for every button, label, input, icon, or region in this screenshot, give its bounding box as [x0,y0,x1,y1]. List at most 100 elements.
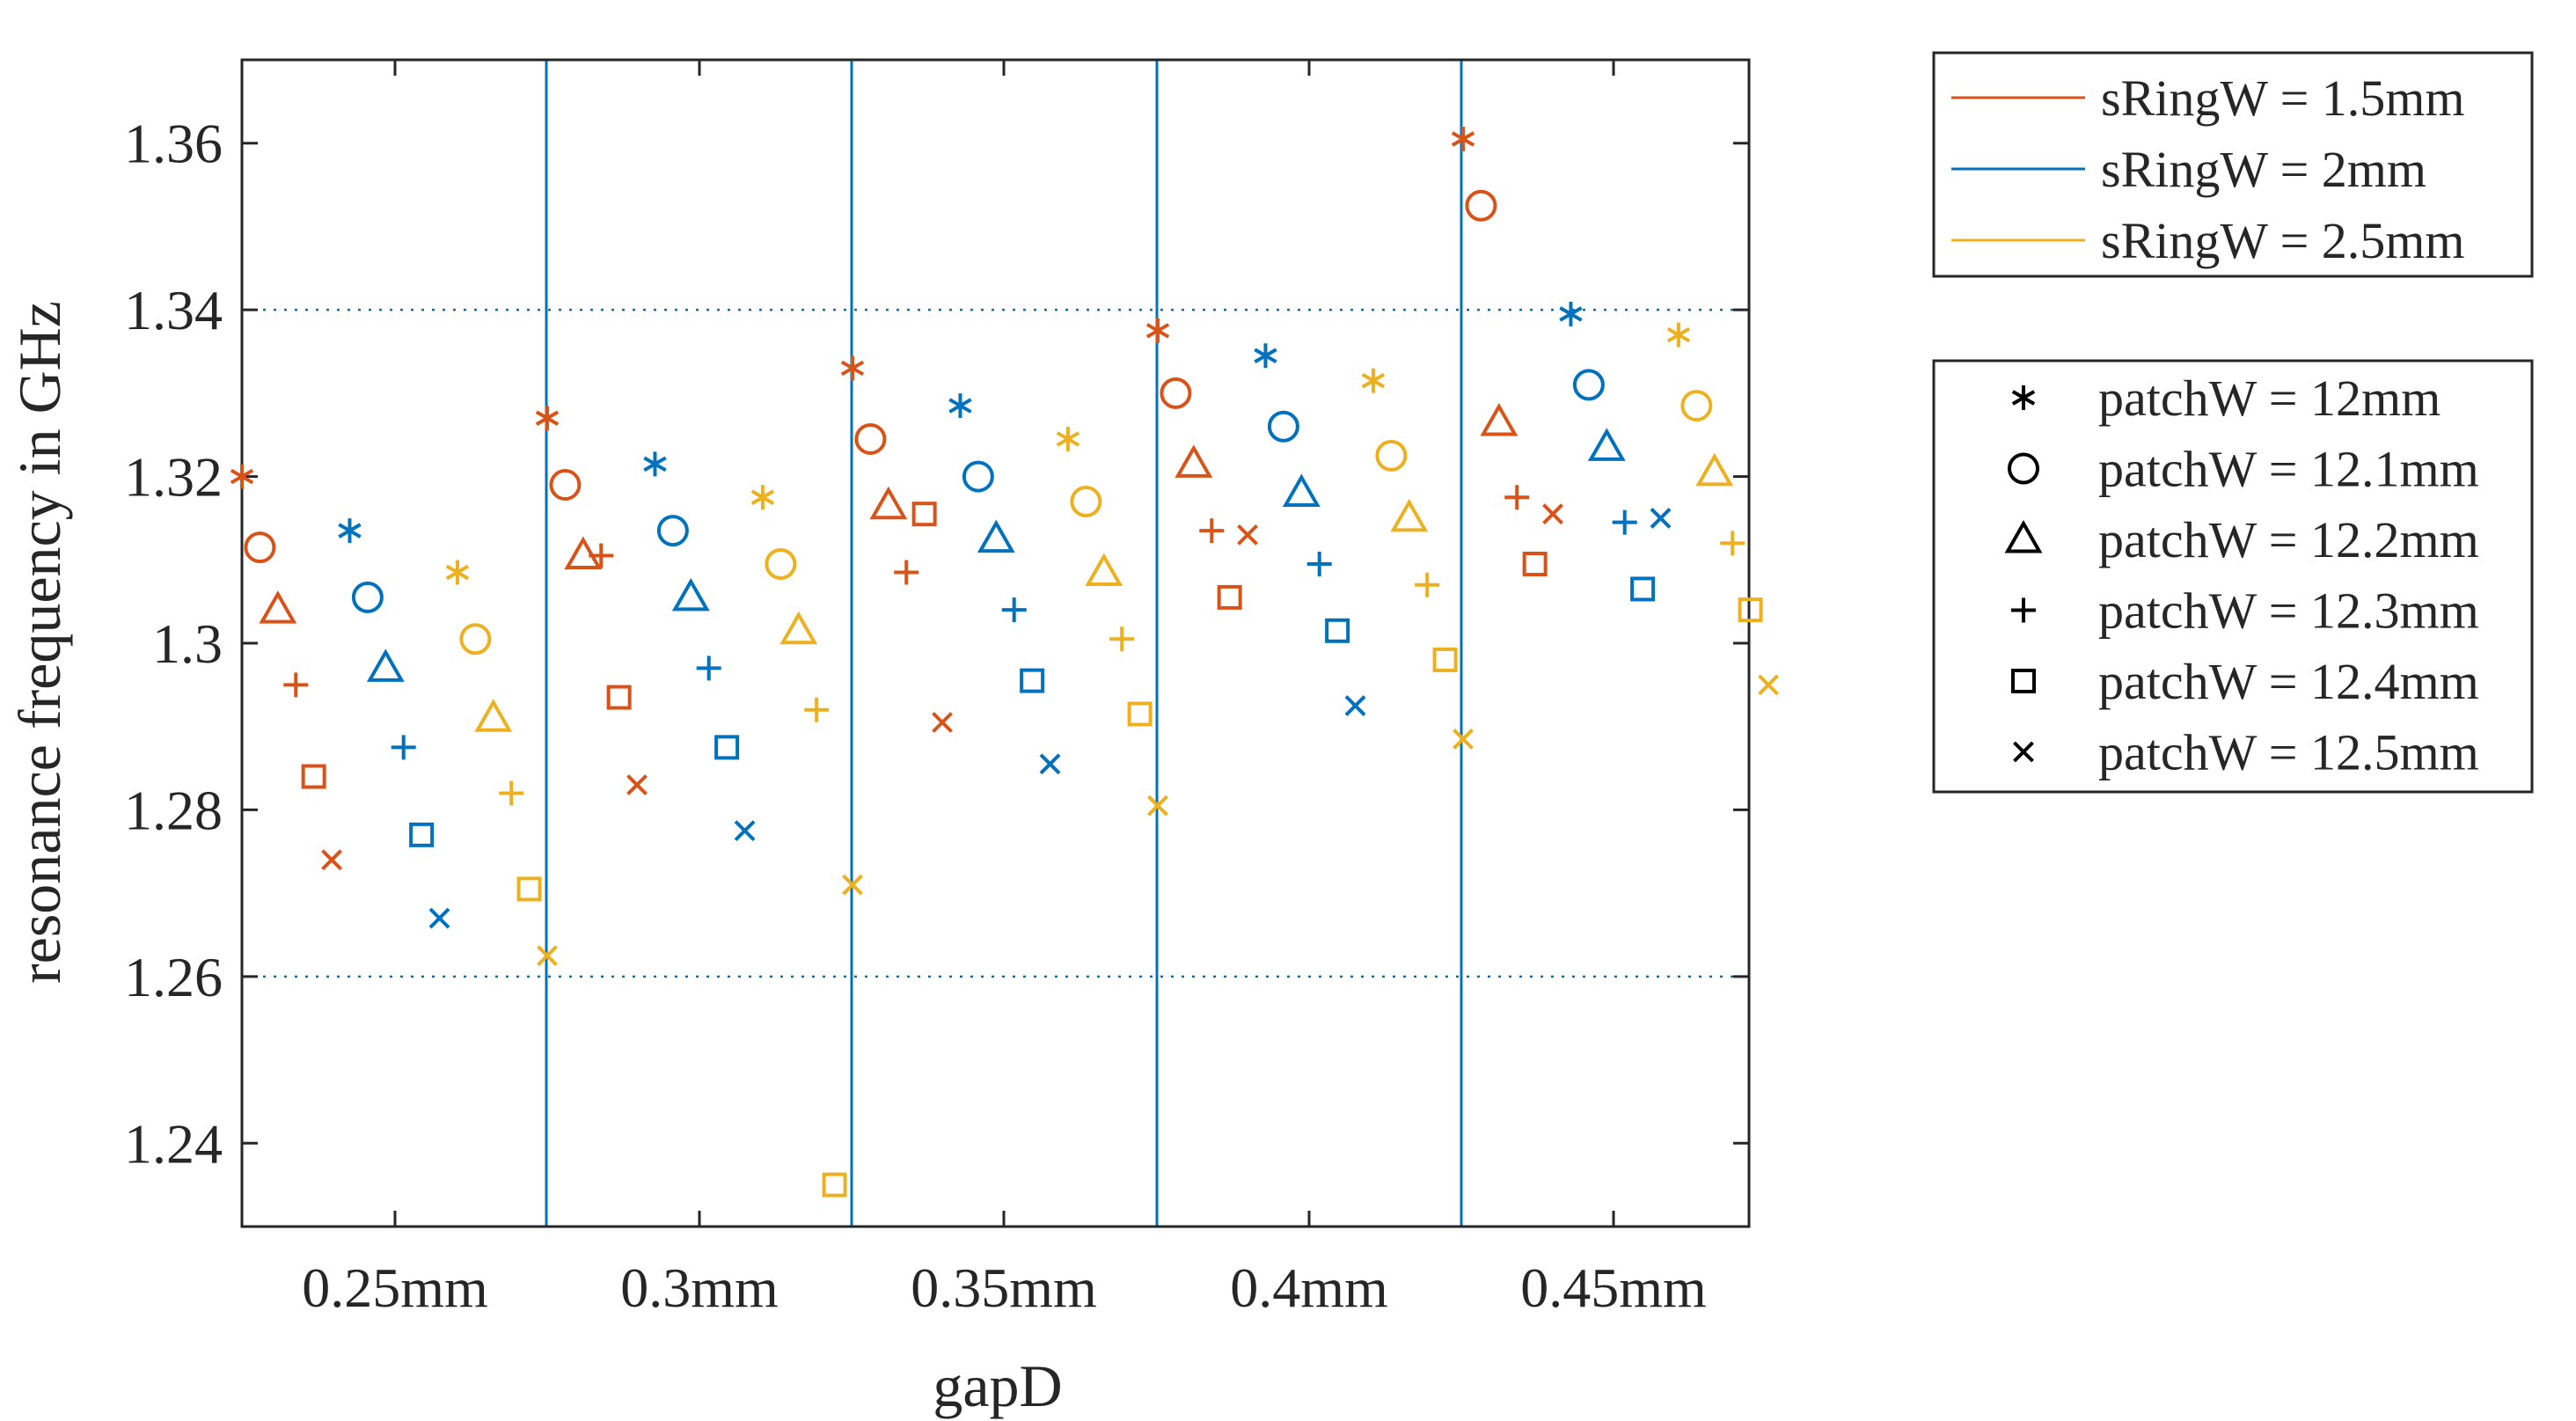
data-point [894,560,919,585]
legend-label: patchW = 12.2mm [2098,511,2479,568]
data-point [977,519,1015,553]
x-tick-label: 0.4mm [1230,1256,1388,1319]
data-point [1147,795,1168,817]
data-point [1680,390,1713,422]
y-tick-label: 1.36 [124,113,223,175]
data-point [230,464,254,489]
y-tick-label: 1.34 [124,279,223,341]
data-point [549,469,582,502]
data-point [1758,674,1779,696]
data-point [714,735,740,760]
data-point [1432,647,1458,672]
x-tick-label: 0.3mm [620,1256,779,1319]
data-point [765,548,797,581]
data-point [1375,439,1408,472]
legend-box [1932,359,2534,794]
data-point [428,907,450,929]
data-point [244,531,276,564]
x-tick-label: 0.45mm [1520,1256,1707,1319]
data-point [537,945,558,967]
legend-label: sRingW = 2.5mm [2101,212,2465,269]
legend-label: patchW = 12.5mm [2098,724,2479,781]
data-point [1542,503,1563,525]
axes-box [240,58,1751,1228]
data-point [1070,485,1102,517]
data-point [409,822,435,847]
y-axis-label: resonance frequency in GHz [6,301,73,984]
data-point [1465,189,1497,222]
y-tick-label: 1.32 [124,446,223,509]
legend-label: patchW = 12.1mm [2098,441,2479,498]
legend-label: patchW = 12.3mm [2098,582,2479,640]
legend-marker-sample [2004,519,2043,553]
data-point [1344,695,1366,716]
data-point [932,712,953,733]
data-point [869,486,908,520]
data-point [854,422,887,455]
data-point [445,560,470,585]
data-point [474,699,513,732]
data-point [1738,597,1763,623]
data-point [1666,322,1691,348]
y-tick-label: 1.26 [124,946,223,1008]
data-point [366,648,405,682]
legend-marker-sample [2011,597,2036,623]
data-point [1504,485,1530,510]
data-point [671,577,710,612]
data-point [351,581,384,613]
data-point [750,485,775,510]
data-point [459,623,492,656]
data-point [1325,618,1350,643]
data-point [1480,402,1519,436]
data-point [391,735,416,760]
data-point [1522,552,1548,577]
data-point [1720,531,1745,556]
data-point [734,820,756,842]
data-point [626,774,648,795]
data-point [1451,126,1475,151]
plot-area: 1.24 1.26 1.28 1.3 1.32 1.34 1.36 0.25mm 0.3mm 0.… [124,58,1779,1319]
data-point [1127,701,1153,727]
data-point [1587,428,1626,461]
legend-sringw: sRingW = 1.5mm sRingW = 2mm sRingW = 2.5mm [1932,51,2534,278]
data-point [283,672,309,698]
data-point [779,611,818,645]
data-point [643,451,667,477]
data-point [589,543,614,568]
data-point [656,515,689,547]
data-point [1572,369,1605,401]
legend-marker-sample [2008,452,2039,485]
data-point [535,406,560,431]
x-tick-label: 0.35mm [911,1256,1097,1319]
data-point [1650,508,1672,529]
data-point [1390,498,1429,532]
data-point [1056,426,1080,451]
data-point [1695,452,1734,487]
data-point [1160,377,1192,409]
data-point [321,849,342,871]
data-point [804,697,830,722]
data-point [822,1172,847,1198]
data-point [962,460,994,493]
legend-label: sRingW = 2mm [2101,141,2426,198]
data-point [1254,343,1277,369]
data-point [259,590,297,624]
y-tick-label: 1.28 [124,779,223,841]
data-point [1109,626,1135,652]
data-point [606,685,632,710]
x-axis-label: gapD [933,1352,1062,1419]
legend-label: patchW = 12.4mm [2098,653,2479,710]
data-point [1361,368,1386,393]
data-point [1001,597,1027,623]
legend-marker-sample [2011,385,2036,410]
data-point [1306,552,1332,577]
y-tick-label: 1.3 [152,612,223,675]
legend-patchw: patchW = 12mm patchW = 12.1mm patchW = 12.… [1932,359,2534,794]
data-point [301,764,326,789]
data-point [1559,301,1583,326]
legend-label: sRingW = 1.5mm [2101,70,2465,127]
data-point [338,518,362,544]
data-point [1612,509,1637,535]
data-point [1085,553,1123,586]
